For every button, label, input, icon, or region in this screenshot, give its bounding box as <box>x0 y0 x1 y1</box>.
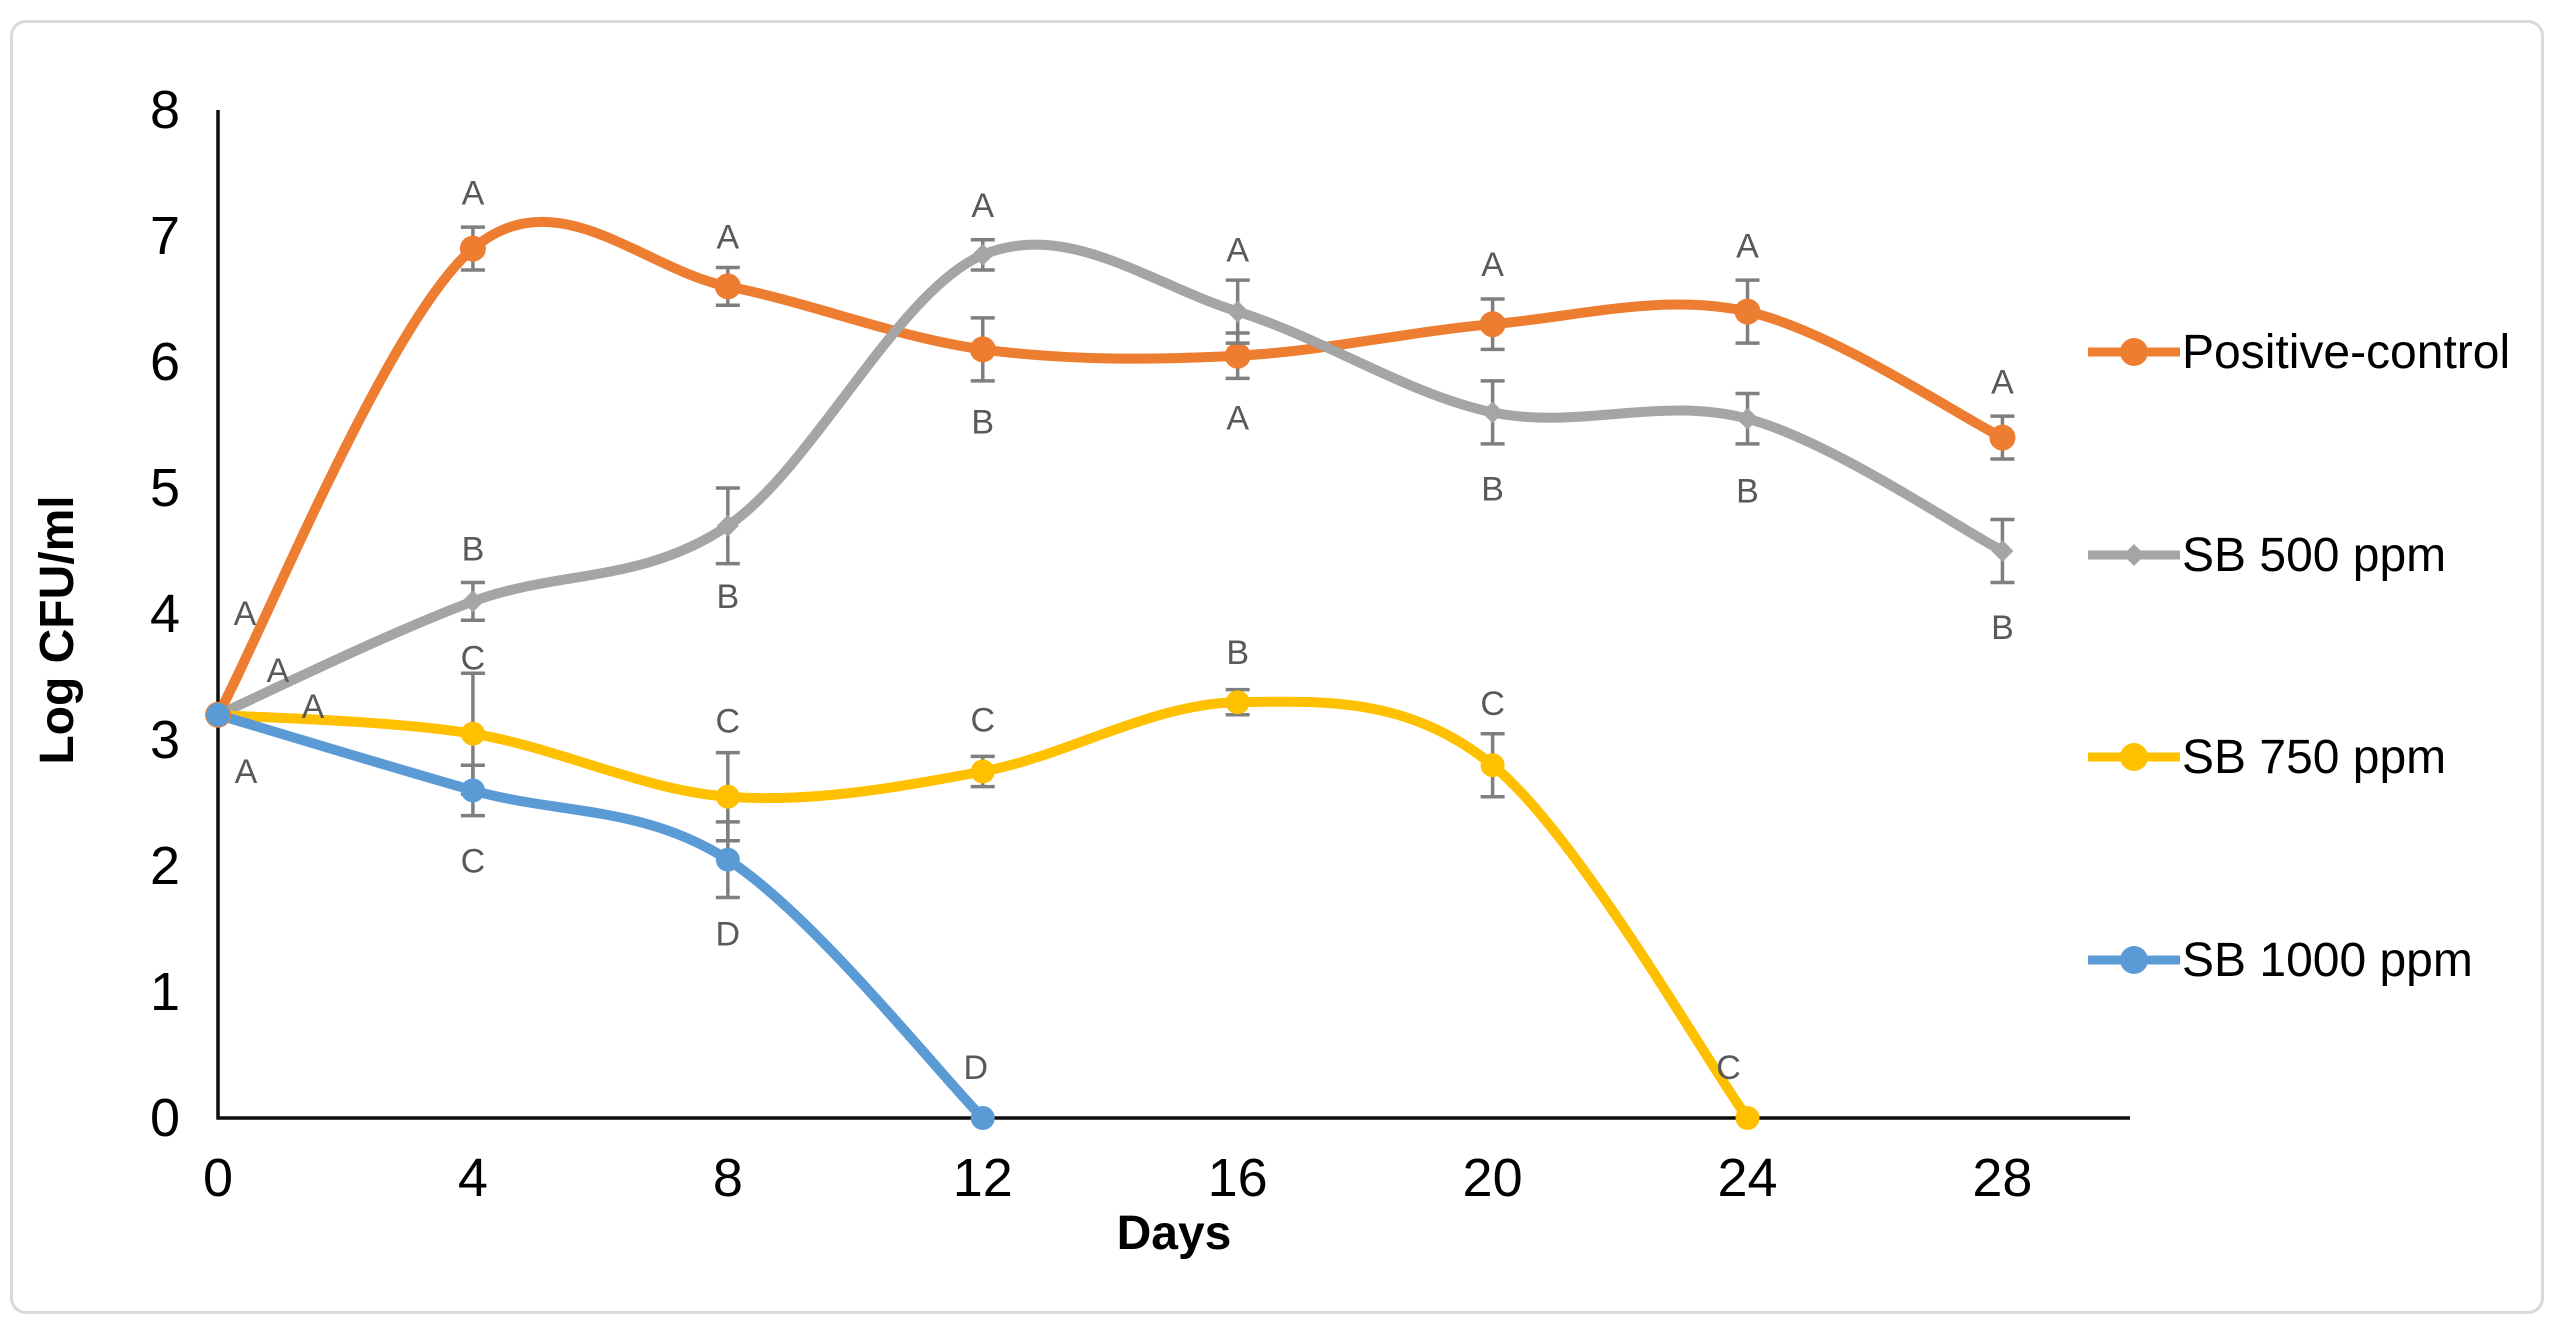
data-point-positive-control <box>1224 342 1251 369</box>
data-point-sb-750-ppm <box>1735 1106 1760 1130</box>
data-point-sb-500-ppm <box>1226 300 1249 323</box>
y-tick-label: 1 <box>150 962 180 1022</box>
x-tick-label: 4 <box>458 1148 488 1208</box>
series-line-sb-1000-ppm <box>213 709 988 1120</box>
data-point-sb-1000-ppm <box>460 778 485 803</box>
significance-letter: A <box>1481 246 1504 284</box>
significance-letter: C <box>461 842 486 880</box>
data-point-sb-750-ppm <box>460 721 485 746</box>
y-tick-label: 2 <box>150 836 180 896</box>
data-point-sb-750-ppm <box>1225 690 1250 715</box>
x-tick-label: 8 <box>713 1148 743 1208</box>
x-tick-label: 16 <box>1208 1148 1268 1208</box>
data-point-positive-control <box>1479 311 1506 338</box>
significance-letter: A <box>235 753 258 791</box>
y-tick-label: 6 <box>150 332 180 392</box>
significance-letter: C <box>1480 685 1505 723</box>
significance-letter: A <box>234 595 257 633</box>
significance-letter: C <box>1716 1049 1741 1087</box>
data-point-sb-750-ppm <box>1480 753 1505 778</box>
x-axis-title: Days <box>1116 1207 1232 1260</box>
significance-letter: A <box>1736 228 1759 266</box>
y-axis-title: Log CFU/ml <box>31 495 84 765</box>
significance-letter: B <box>971 403 994 441</box>
data-point-positive-control <box>714 273 741 300</box>
series-line-sb-500-ppm <box>213 239 2008 720</box>
significance-letter: C <box>970 702 995 740</box>
significance-letter: B <box>1481 470 1504 508</box>
significance-letter: C <box>461 640 486 678</box>
significance-letter: A <box>716 218 739 256</box>
significance-letter: A <box>302 688 325 726</box>
y-tick-label: 5 <box>150 458 180 518</box>
significance-letter: A <box>1226 400 1249 438</box>
significance-letter: B <box>1226 634 1249 672</box>
x-tick-label: 24 <box>1717 1148 1777 1208</box>
significance-letter: B <box>716 578 739 616</box>
x-tick-label: 20 <box>1463 1148 1523 1208</box>
y-tick-label: 0 <box>150 1088 180 1148</box>
data-point-sb-500-ppm <box>461 590 484 613</box>
significance-letter: A <box>971 187 994 225</box>
data-point-sb-500-ppm <box>1991 540 2014 562</box>
significance-letter: B <box>462 530 485 568</box>
significance-letter: B <box>1991 609 2014 647</box>
significance-letter: A <box>1991 364 2014 402</box>
data-point-sb-1000-ppm <box>206 702 230 727</box>
x-tick-label: 28 <box>1972 1148 2032 1208</box>
data-point-positive-control <box>1989 424 2016 451</box>
significance-letter: D <box>963 1049 988 1087</box>
significance-letter: D <box>716 916 741 954</box>
figure-border <box>10 20 2544 1314</box>
data-point-sb-1000-ppm <box>715 847 740 872</box>
significance-letter: A <box>267 652 290 690</box>
data-point-positive-control <box>969 336 996 363</box>
x-tick-label: 12 <box>953 1148 1013 1208</box>
data-point-sb-750-ppm <box>970 759 995 784</box>
data-point-sb-1000-ppm <box>970 1106 995 1130</box>
x-tick-label: 0 <box>203 1148 233 1208</box>
data-point-sb-500-ppm <box>971 243 994 266</box>
data-point-sb-500-ppm <box>1736 407 1759 430</box>
significance-letter: A <box>1226 232 1249 270</box>
data-point-sb-500-ppm <box>716 514 739 537</box>
significance-letter: B <box>1736 473 1759 511</box>
data-point-sb-500-ppm <box>1481 401 1504 424</box>
data-point-positive-control <box>459 235 486 262</box>
series-line-positive-control <box>213 216 2008 720</box>
significance-letter: A <box>462 175 485 213</box>
y-tick-label: 8 <box>150 80 180 140</box>
data-point-positive-control <box>1734 298 1761 325</box>
data-point-sb-750-ppm <box>715 784 740 809</box>
y-tick-label: 4 <box>150 584 180 644</box>
significance-letter: C <box>716 703 741 741</box>
y-tick-label: 7 <box>150 206 180 266</box>
y-tick-label: 3 <box>150 710 180 770</box>
